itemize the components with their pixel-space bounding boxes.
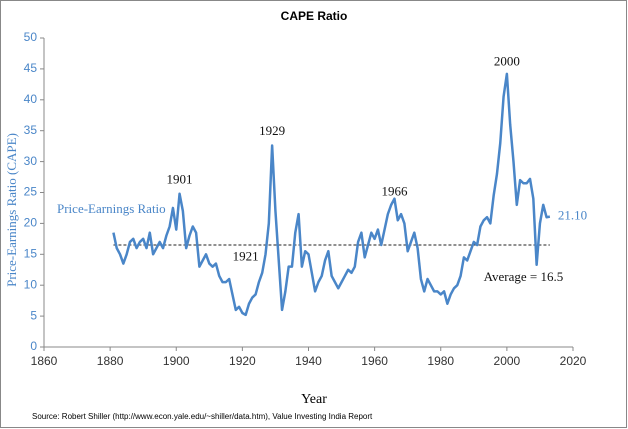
y-tick-label: 20 <box>24 216 38 230</box>
x-tick-label: 1880 <box>97 354 124 368</box>
x-tick-label: 1920 <box>229 354 256 368</box>
y-tick-label: 30 <box>24 154 38 168</box>
y-tick-label: 0 <box>30 339 37 353</box>
x-tick-label: 1940 <box>295 354 322 368</box>
series-line <box>112 72 551 317</box>
annotation: 1921 <box>233 248 259 263</box>
source-note: Source: Robert Shiller (http://www.econ.… <box>32 412 373 421</box>
x-tick-label: 1980 <box>427 354 454 368</box>
chart-title: CAPE Ratio <box>281 9 348 23</box>
annotation: 21.10 <box>558 208 587 223</box>
y-tick-label: 10 <box>24 277 38 291</box>
x-axis-label: Year <box>301 392 327 407</box>
x-tick-label: 1900 <box>163 354 190 368</box>
y-tick-label: 50 <box>24 30 38 44</box>
x-tick-label: 1960 <box>361 354 388 368</box>
x-tick-label: 2020 <box>560 354 587 368</box>
y-tick-label: 5 <box>30 308 37 322</box>
y-tick-label: 25 <box>24 185 38 199</box>
annotation: Average = 16.5 <box>484 269 564 284</box>
annotation: 2000 <box>494 54 520 69</box>
series-label: Price-Earnings Ratio <box>57 201 166 216</box>
y-axis-label: Price-Earnings Ratio (CAPE) <box>4 133 19 287</box>
y-tick-label: 45 <box>24 61 38 75</box>
x-tick-label: 1860 <box>31 354 58 368</box>
y-tick-label: 40 <box>24 92 38 106</box>
annotation: 1929 <box>259 123 285 138</box>
annotation: 1901 <box>167 172 193 187</box>
x-tick-label: 2000 <box>494 354 521 368</box>
y-tick-label: 15 <box>24 246 38 260</box>
y-tick-label: 35 <box>24 123 38 137</box>
annotation: 1966 <box>381 183 408 198</box>
